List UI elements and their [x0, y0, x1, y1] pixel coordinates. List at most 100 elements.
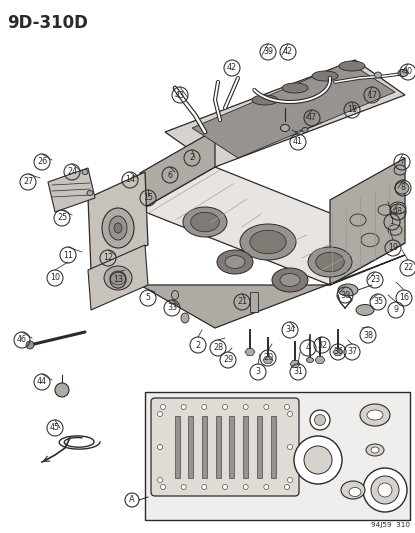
Circle shape: [222, 405, 227, 409]
Text: 15: 15: [143, 193, 153, 203]
Text: 40: 40: [403, 68, 413, 77]
Text: 26: 26: [37, 157, 47, 166]
Text: 22: 22: [403, 263, 413, 272]
Circle shape: [243, 484, 248, 489]
Text: 8: 8: [400, 183, 405, 192]
Circle shape: [264, 484, 269, 489]
Ellipse shape: [394, 165, 406, 175]
Text: 30: 30: [340, 290, 350, 300]
Polygon shape: [165, 60, 405, 167]
Text: 2: 2: [195, 341, 200, 350]
Circle shape: [285, 405, 290, 409]
Polygon shape: [333, 349, 343, 356]
Text: 29: 29: [223, 356, 233, 365]
Text: 32: 32: [317, 341, 327, 350]
Ellipse shape: [356, 304, 374, 316]
Text: 42: 42: [227, 63, 237, 72]
Circle shape: [158, 411, 163, 416]
Text: A: A: [129, 496, 135, 505]
Text: 3: 3: [256, 367, 261, 376]
Ellipse shape: [282, 83, 308, 93]
Text: 94J59  310: 94J59 310: [371, 522, 410, 528]
Circle shape: [161, 484, 166, 489]
Text: 14: 14: [125, 175, 135, 184]
Text: 41: 41: [293, 138, 303, 147]
Ellipse shape: [281, 125, 290, 132]
FancyBboxPatch shape: [151, 398, 299, 496]
Ellipse shape: [308, 247, 352, 277]
Text: 1: 1: [390, 217, 395, 227]
Ellipse shape: [316, 252, 344, 272]
Text: 39: 39: [263, 47, 273, 56]
Circle shape: [304, 446, 332, 474]
Text: 42: 42: [283, 47, 293, 56]
Circle shape: [202, 484, 207, 489]
Text: 37: 37: [347, 348, 357, 357]
Text: 34: 34: [285, 326, 295, 335]
Text: 19: 19: [388, 244, 398, 253]
Ellipse shape: [183, 207, 227, 237]
Ellipse shape: [349, 488, 361, 497]
Bar: [202, 416, 207, 478]
Text: 43: 43: [175, 91, 185, 100]
Ellipse shape: [338, 284, 358, 296]
Ellipse shape: [104, 266, 132, 290]
Text: 18: 18: [347, 106, 357, 115]
Ellipse shape: [398, 69, 408, 77]
Circle shape: [315, 415, 325, 425]
Circle shape: [181, 405, 186, 409]
Circle shape: [378, 483, 392, 497]
Text: 6: 6: [168, 171, 173, 180]
Circle shape: [264, 405, 269, 409]
Text: 7: 7: [400, 157, 405, 166]
Ellipse shape: [366, 444, 384, 456]
Circle shape: [26, 341, 34, 349]
Ellipse shape: [395, 182, 409, 194]
Text: 47: 47: [307, 114, 317, 123]
Ellipse shape: [82, 169, 88, 174]
Circle shape: [371, 476, 399, 504]
Ellipse shape: [217, 250, 253, 274]
Ellipse shape: [374, 72, 381, 78]
FancyBboxPatch shape: [145, 392, 410, 520]
Ellipse shape: [171, 290, 178, 300]
Circle shape: [294, 436, 342, 484]
Ellipse shape: [339, 61, 365, 71]
Text: 35: 35: [373, 297, 383, 306]
Polygon shape: [330, 158, 405, 285]
Text: 45: 45: [50, 424, 60, 432]
Ellipse shape: [307, 358, 313, 362]
Text: 13: 13: [113, 276, 123, 285]
Ellipse shape: [302, 127, 308, 133]
Circle shape: [363, 468, 407, 512]
Text: 25: 25: [57, 214, 67, 222]
Polygon shape: [140, 130, 215, 210]
Ellipse shape: [87, 190, 93, 196]
Text: 33: 33: [167, 303, 177, 312]
Text: 46: 46: [17, 335, 27, 344]
Polygon shape: [88, 172, 148, 270]
Ellipse shape: [109, 216, 127, 240]
Ellipse shape: [390, 202, 406, 214]
Circle shape: [202, 405, 207, 409]
Bar: [271, 416, 276, 478]
Polygon shape: [315, 357, 325, 364]
Ellipse shape: [367, 410, 383, 420]
Text: 27: 27: [23, 177, 33, 187]
Text: 17: 17: [367, 91, 377, 100]
Polygon shape: [140, 167, 405, 285]
Ellipse shape: [360, 404, 390, 426]
Text: 12: 12: [103, 254, 113, 262]
Circle shape: [310, 410, 330, 430]
Text: 20: 20: [263, 353, 273, 362]
Ellipse shape: [250, 230, 286, 254]
Circle shape: [222, 484, 227, 489]
Ellipse shape: [312, 71, 338, 81]
Text: 36: 36: [333, 348, 343, 357]
Polygon shape: [140, 255, 405, 328]
Ellipse shape: [272, 268, 308, 292]
Text: 24: 24: [67, 167, 77, 176]
Text: 9D-310D: 9D-310D: [7, 14, 88, 32]
Circle shape: [158, 478, 163, 482]
Ellipse shape: [102, 208, 134, 248]
